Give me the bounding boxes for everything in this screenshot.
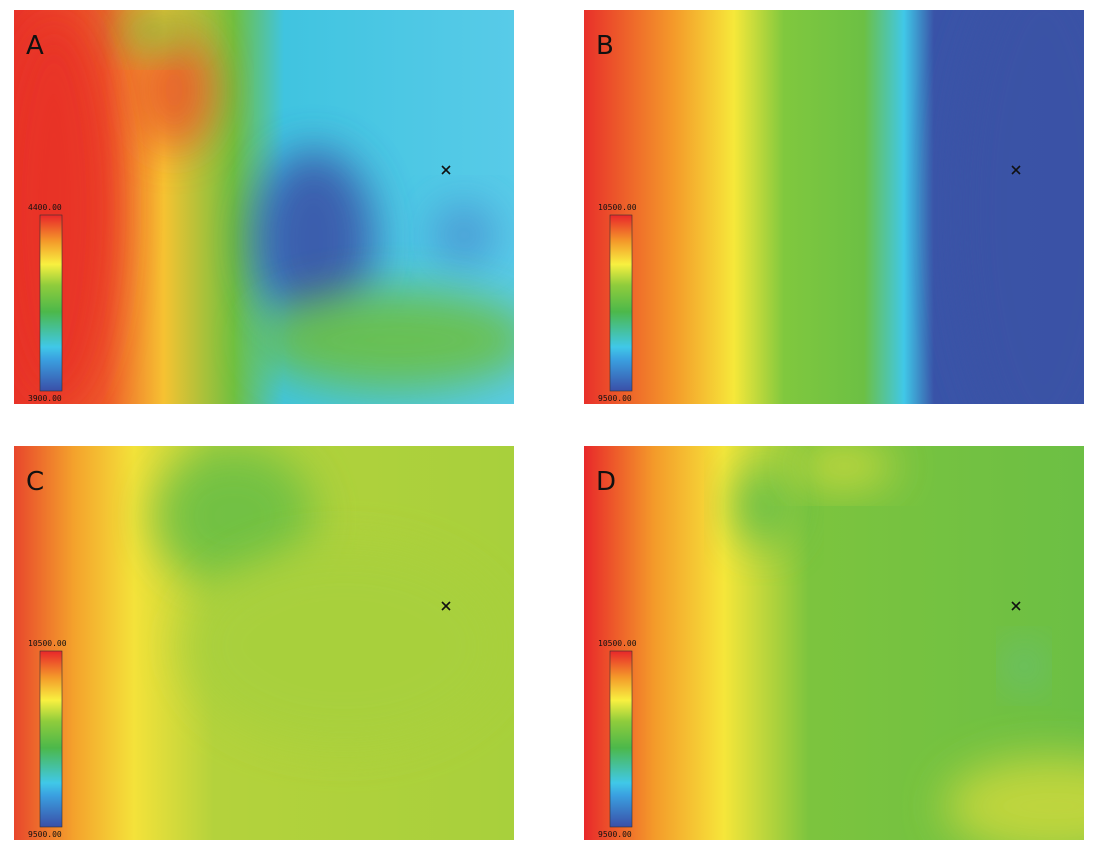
heatmap-blob bbox=[794, 446, 894, 486]
heatmap-blob bbox=[944, 756, 1084, 840]
panel: A 4400.00 3900.00 bbox=[14, 10, 514, 404]
panel: C 10500.00 9500.00 bbox=[14, 446, 514, 840]
heatmap-blob bbox=[1010, 646, 1038, 686]
heatmap-blob bbox=[114, 10, 194, 50]
colorbar-min-label: 9500.00 bbox=[598, 394, 632, 403]
colorbar bbox=[39, 214, 63, 392]
colorbar-min-label: 9500.00 bbox=[598, 830, 632, 839]
colorbar bbox=[609, 214, 633, 392]
colorbar-max-label: 10500.00 bbox=[598, 203, 637, 212]
panel: B 10500.00 9500.00 bbox=[584, 10, 1084, 404]
colorbar-max-label: 10500.00 bbox=[598, 639, 637, 648]
marker-stroke bbox=[441, 165, 451, 175]
heatmap-blob bbox=[14, 10, 114, 404]
panel-label: C bbox=[26, 467, 44, 497]
panel: D 10500.00 9500.00 bbox=[584, 446, 1084, 840]
heatmap-blob bbox=[184, 546, 504, 746]
heatmap-blob bbox=[254, 290, 514, 390]
marker-stroke bbox=[441, 601, 451, 611]
colorbar-min-label: 9500.00 bbox=[28, 830, 62, 839]
heatmap-blob bbox=[134, 30, 214, 150]
panel-label: A bbox=[26, 31, 44, 61]
colorbar-max-label: 10500.00 bbox=[28, 639, 67, 648]
heatmap-blob bbox=[154, 446, 314, 586]
colorbar bbox=[609, 650, 633, 828]
marker-stroke bbox=[1011, 165, 1021, 175]
heatmap bbox=[584, 10, 1084, 404]
heatmap-blob bbox=[254, 150, 374, 330]
heatmap-blob bbox=[954, 10, 1084, 404]
heatmap-blob bbox=[734, 466, 794, 546]
well-marker bbox=[1011, 601, 1021, 611]
heatmap bbox=[14, 10, 514, 404]
heatmap bbox=[584, 446, 1084, 840]
panel-label: D bbox=[596, 467, 616, 497]
colorbar-min-label: 3900.00 bbox=[28, 394, 62, 403]
well-marker bbox=[1011, 165, 1021, 175]
well-marker bbox=[441, 601, 451, 611]
well-marker bbox=[441, 165, 451, 175]
heatmap bbox=[14, 446, 514, 840]
heatmap-blob bbox=[434, 205, 494, 265]
marker-stroke bbox=[1011, 601, 1021, 611]
colorbar bbox=[39, 650, 63, 828]
panel-label: B bbox=[596, 31, 614, 61]
colorbar-max-label: 4400.00 bbox=[28, 203, 62, 212]
